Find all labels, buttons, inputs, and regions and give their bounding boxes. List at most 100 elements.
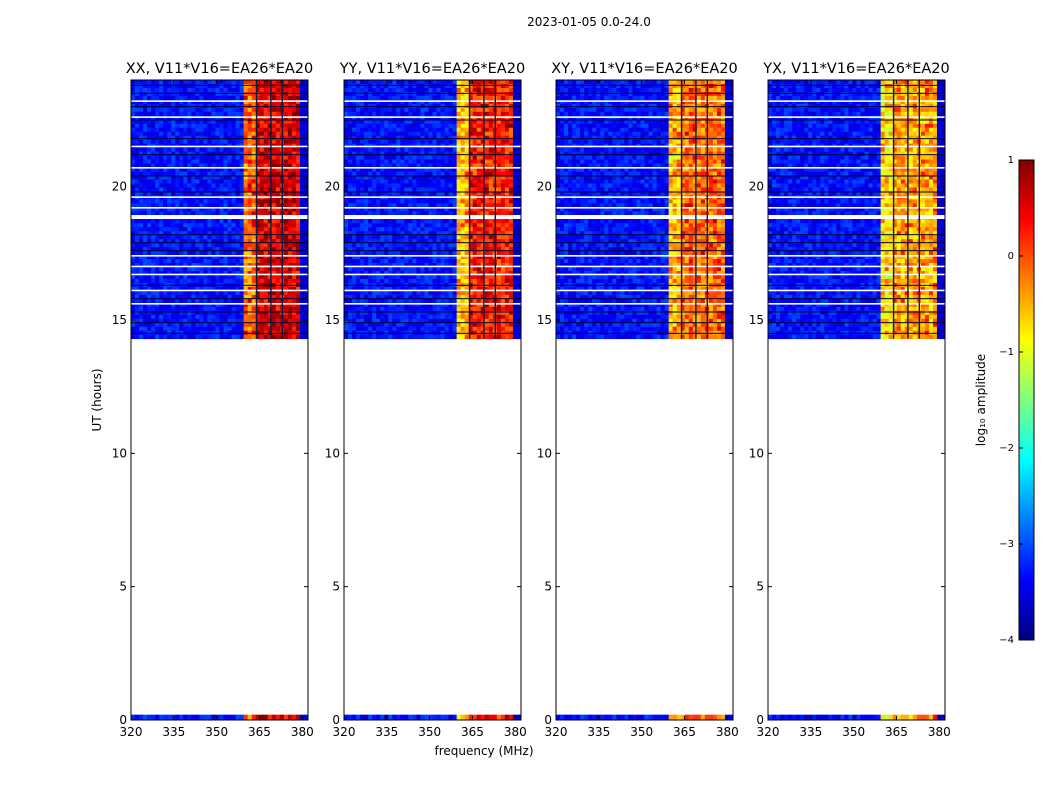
heatmap-cell — [263, 111, 269, 117]
heatmap-cell — [203, 267, 208, 272]
heatmap-cell — [199, 314, 204, 320]
heatmap-cell — [175, 310, 180, 316]
heatmap-cell — [428, 155, 433, 160]
heatmap-cell — [215, 263, 220, 268]
heatmap-cell — [251, 334, 257, 340]
heatmap-cell — [219, 227, 224, 232]
heatmap-cell — [452, 227, 458, 232]
heatmap-cell — [223, 298, 228, 304]
heatmap-cell — [428, 80, 433, 85]
heatmap-cell — [464, 111, 470, 117]
heatmap-cell — [448, 199, 454, 204]
heatmap-cell — [151, 87, 156, 93]
heatmap-cell — [203, 107, 208, 113]
heatmap-cell — [472, 179, 478, 184]
heatmap-cell — [219, 231, 224, 236]
heatmap-cell — [480, 115, 486, 121]
heatmap-cell — [404, 167, 409, 172]
heatmap-cell — [420, 80, 425, 85]
heatmap-cell — [464, 211, 470, 216]
heatmap-cell — [432, 167, 437, 172]
heatmap-cell — [468, 95, 474, 101]
heatmap-cell — [155, 207, 160, 212]
heatmap-cell — [388, 111, 393, 117]
heatmap-cell — [384, 127, 389, 133]
heatmap-cell — [424, 131, 429, 137]
heatmap-cell — [263, 314, 269, 320]
heatmap-cell — [275, 207, 281, 212]
heatmap-cell — [263, 714, 269, 721]
heatmap-cell — [368, 183, 373, 188]
heatmap-cell — [464, 163, 470, 168]
heatmap-cell — [291, 274, 297, 280]
heatmap-cell — [215, 183, 220, 188]
heatmap-cell — [488, 239, 494, 244]
heatmap-cell — [267, 80, 273, 85]
heatmap-cell — [303, 159, 309, 164]
heatmap-cell — [275, 271, 281, 276]
heatmap-cell — [476, 91, 482, 97]
heatmap-cell — [171, 263, 176, 268]
heatmap-cell — [147, 171, 152, 176]
heatmap-cell — [512, 203, 518, 208]
heatmap-cell — [428, 83, 433, 89]
heatmap-cell — [211, 155, 216, 160]
heatmap-cell — [364, 207, 369, 212]
heatmap-cell — [303, 247, 309, 252]
heatmap-cell — [271, 286, 277, 292]
heatmap-cell — [352, 83, 357, 89]
heatmap-cell — [436, 159, 441, 164]
heatmap-cell — [516, 223, 522, 228]
heatmap-cell — [175, 714, 180, 721]
heatmap-cell — [135, 163, 140, 168]
heatmap-cell — [275, 326, 281, 332]
heatmap-cell — [251, 310, 257, 316]
flagged-line — [131, 311, 308, 313]
heatmap-cell — [187, 95, 192, 101]
heatmap-cell — [155, 326, 160, 332]
heatmap-cell — [155, 159, 160, 164]
heatmap-cell — [203, 211, 208, 216]
heatmap-cell — [476, 147, 482, 153]
heatmap-cell — [135, 247, 140, 252]
heatmap-cell — [247, 175, 253, 180]
heatmap-cell — [151, 227, 156, 232]
heatmap-cell — [283, 127, 289, 133]
heatmap-cell — [488, 219, 494, 224]
heatmap-cell — [396, 163, 401, 168]
heatmap-cell — [151, 80, 156, 85]
heatmap-cell — [404, 123, 409, 129]
heatmap-cell — [211, 267, 216, 272]
flagged-line — [131, 207, 308, 209]
heatmap-cell — [464, 203, 470, 208]
heatmap-cell — [444, 187, 449, 192]
heatmap-cell — [456, 159, 462, 164]
heatmap-cell — [376, 167, 381, 172]
heatmap-cell — [235, 278, 241, 284]
heatmap-cell — [275, 107, 281, 113]
heatmap-cell — [283, 207, 289, 212]
heatmap-cell — [352, 155, 357, 160]
heatmap-cell — [139, 235, 144, 240]
heatmap-cell — [380, 187, 385, 192]
heatmap-cell — [195, 123, 200, 129]
heatmap-cell — [271, 334, 277, 340]
heatmap-cell — [255, 274, 261, 280]
heatmap-cell — [388, 127, 393, 133]
heatmap-cell — [444, 171, 449, 176]
heatmap-cell — [179, 219, 184, 224]
heatmap-cell — [139, 207, 144, 212]
flagged-line — [131, 289, 308, 292]
heatmap-cell — [299, 95, 305, 101]
heatmap-cell — [424, 191, 429, 196]
heatmap-cell — [480, 191, 486, 196]
heatmap-cell — [291, 294, 297, 300]
heatmap-cell — [147, 179, 152, 184]
heatmap-cell — [428, 251, 433, 256]
heatmap-cell — [456, 714, 462, 721]
heatmap-cell — [179, 235, 184, 240]
heatmap-cell — [372, 175, 377, 180]
heatmap-cell — [376, 139, 381, 145]
heatmap-cell — [243, 179, 249, 184]
heatmap-cell — [472, 163, 478, 168]
